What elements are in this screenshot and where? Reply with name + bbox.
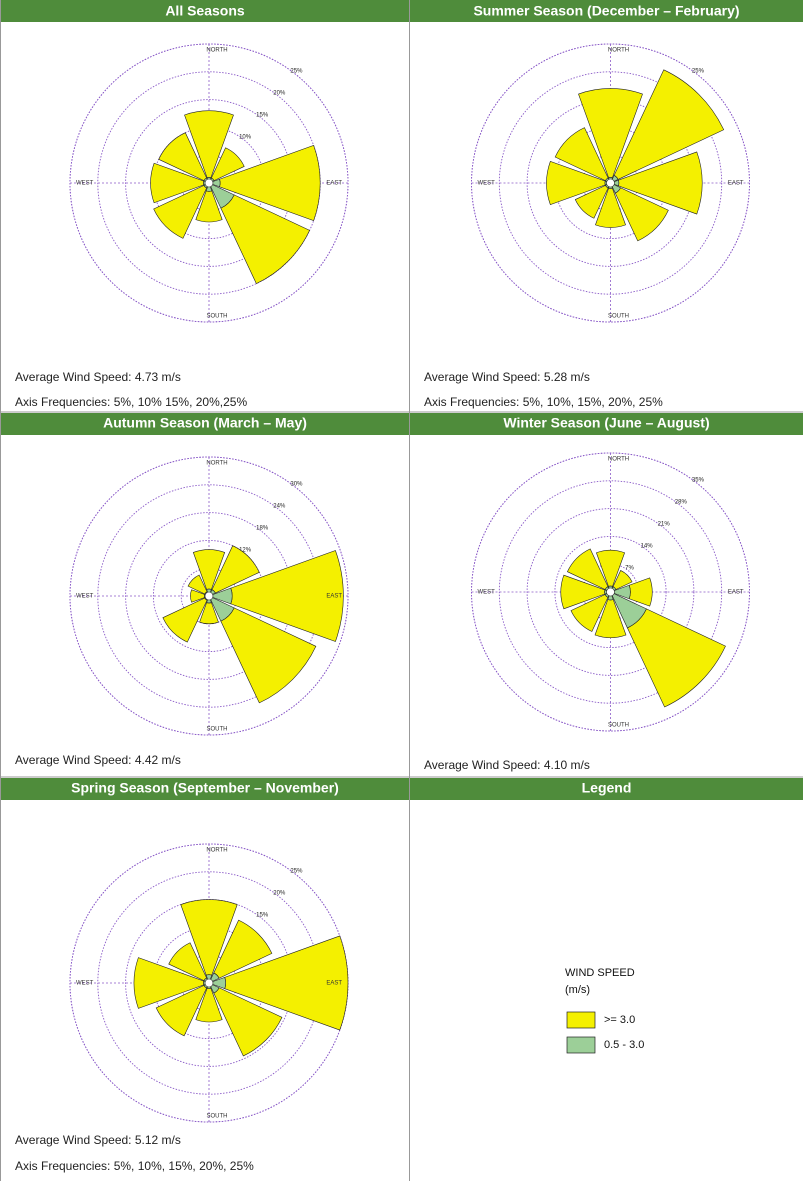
summary-text: Axis Frequencies: 5%, 10% 15%, 20%,25% — [15, 395, 247, 409]
ring-grid — [498, 71, 723, 295]
ring-label: 30% — [290, 482, 303, 488]
summary-text: Axis Frequencies: 5%, 10%, 15%, 20%, 25% — [424, 395, 663, 409]
ring-grid — [526, 508, 695, 676]
ring-label: 25% — [692, 69, 705, 75]
direction-label: WEST — [76, 181, 94, 187]
direction-label: NORTH — [206, 848, 227, 854]
legend-swatch — [566, 1036, 596, 1054]
direction-label: EAST — [326, 181, 342, 187]
ring-label: 15% — [256, 912, 269, 918]
ring-label: 25% — [290, 869, 303, 875]
summary-text: Average Wind Speed: 5.28 m/s — [424, 370, 590, 384]
ring-grid — [554, 535, 667, 649]
ring-label: 20% — [273, 891, 286, 897]
ring-grid — [471, 452, 750, 732]
ring-label: 21% — [658, 521, 671, 527]
direction-label: WEST — [478, 181, 496, 187]
direction-label: EAST — [728, 181, 744, 187]
direction-label: SOUTH — [608, 723, 629, 729]
direction-label: SOUTH — [207, 314, 228, 320]
section-title: Summer Season (December – February) — [473, 3, 739, 19]
direction-label: EAST — [728, 590, 744, 596]
section-title: Legend — [582, 780, 632, 796]
legend-unit: (m/s) — [565, 984, 590, 996]
direction-label: SOUTH — [207, 1114, 228, 1120]
direction-label: NORTH — [608, 457, 629, 463]
ring-label: 12% — [239, 547, 252, 553]
petal-outer — [627, 608, 726, 708]
ring-label: 28% — [675, 500, 688, 506]
petal-outer — [628, 577, 653, 607]
section-title: Autumn Season (March – May) — [103, 415, 307, 431]
direction-label: NORTH — [206, 48, 227, 54]
summary-text: Average Wind Speed: 4.42 m/s — [15, 753, 181, 767]
section-header — [1, 0, 409, 22]
calm-center — [204, 591, 214, 601]
calm-center — [204, 178, 214, 188]
section-title: Spring Season (September – November) — [71, 780, 339, 796]
section-header — [410, 413, 803, 435]
calm-center — [204, 978, 214, 988]
direction-label: NORTH — [206, 461, 227, 467]
summary-text: Average Wind Speed: 4.10 m/s — [424, 758, 590, 772]
direction-label: WEST — [478, 590, 496, 596]
ring-label: 10% — [239, 134, 252, 140]
ring-label: 20% — [273, 91, 286, 97]
direction-label: EAST — [326, 981, 342, 987]
direction-label: SOUTH — [608, 314, 629, 320]
direction-label: EAST — [326, 594, 342, 600]
direction-label: WEST — [76, 981, 94, 987]
ring-label: 24% — [273, 504, 286, 510]
legend-label: 0.5 - 3.0 — [604, 1039, 644, 1051]
ring-label: 18% — [256, 525, 269, 531]
direction-label: SOUTH — [207, 727, 228, 733]
section-header — [1, 413, 409, 435]
summary-text: Axis Frequencies: 5%, 10%, 15%, 20%, 25% — [15, 1159, 254, 1173]
ring-label: 7% — [625, 565, 634, 571]
section-title: All Seasons — [165, 3, 245, 19]
calm-center — [606, 178, 615, 188]
direction-label: NORTH — [608, 48, 629, 54]
summary-text: Average Wind Speed: 4.73 m/s — [15, 370, 181, 384]
ring-grid — [69, 43, 349, 323]
section-header — [410, 778, 803, 800]
ring-grid — [498, 480, 723, 704]
legend-heading: WIND SPEED — [565, 967, 635, 979]
section-header — [410, 0, 803, 22]
ring-label: 14% — [641, 543, 654, 549]
ring-label: 25% — [290, 69, 303, 75]
legend-label: >= 3.0 — [604, 1014, 635, 1026]
legend-swatch — [566, 1011, 596, 1029]
direction-label: WEST — [76, 594, 94, 600]
summary-text: Average Wind Speed: 5.12 m/s — [15, 1133, 181, 1147]
section-header — [1, 778, 409, 800]
ring-label: 35% — [692, 478, 705, 484]
calm-center — [606, 587, 615, 597]
ring-label: 15% — [256, 112, 269, 118]
ring-grid — [471, 43, 750, 323]
section-title: Winter Season (June – August) — [503, 415, 709, 431]
ring-grid — [69, 456, 349, 736]
